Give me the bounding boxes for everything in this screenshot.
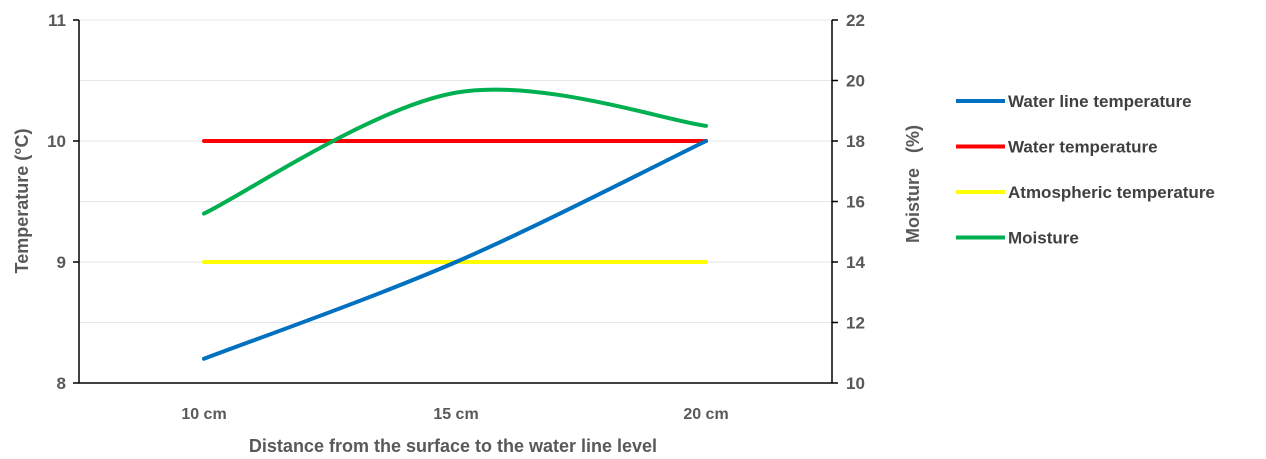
legend-label-moisture: Moisture [1008, 229, 1079, 248]
axes [73, 19, 838, 384]
series-line-moisture [202, 87, 708, 216]
right-tick-label: 20 [846, 72, 865, 91]
x-axis-ticks: 10 cm 15 cm 20 cm [181, 406, 728, 423]
right-tick-label: 10 [846, 374, 865, 393]
right-tick-label: 18 [846, 132, 865, 151]
left-tick-label: 10 [47, 132, 66, 151]
x-tick-label: 20 cm [683, 406, 728, 423]
legend: Water line temperature Water temperature A… [956, 92, 1215, 248]
gridlines [79, 19, 832, 384]
left-tick-label: 8 [57, 374, 66, 393]
right-tick-label: 16 [846, 193, 865, 212]
legend-label-water-line-temperature: Water line temperature [1008, 92, 1192, 111]
right-tick-label: 14 [846, 253, 865, 272]
legend-label-atmospheric-temperature: Atmospheric temperature [1008, 183, 1215, 202]
x-axis-title: Distance from the surface to the water l… [249, 436, 657, 456]
series-line-water-line-temperature [202, 139, 708, 361]
right-tick-label: 12 [846, 314, 865, 333]
left-tick-label: 9 [57, 253, 66, 272]
x-tick-label: 15 cm [433, 406, 478, 423]
right-axis-ticks: 10 12 14 16 18 20 22 [846, 11, 865, 393]
left-axis-title: Temperature (°C) [12, 129, 32, 274]
legend-label-water-temperature: Water temperature [1008, 138, 1158, 157]
right-axis-title: Moisture (%) [903, 125, 923, 243]
x-tick-label: 10 cm [181, 406, 226, 423]
left-axis-ticks: 8 9 10 11 [47, 11, 66, 393]
right-tick-label: 22 [846, 11, 865, 30]
series-lines [202, 87, 708, 361]
left-tick-label: 11 [48, 11, 66, 30]
